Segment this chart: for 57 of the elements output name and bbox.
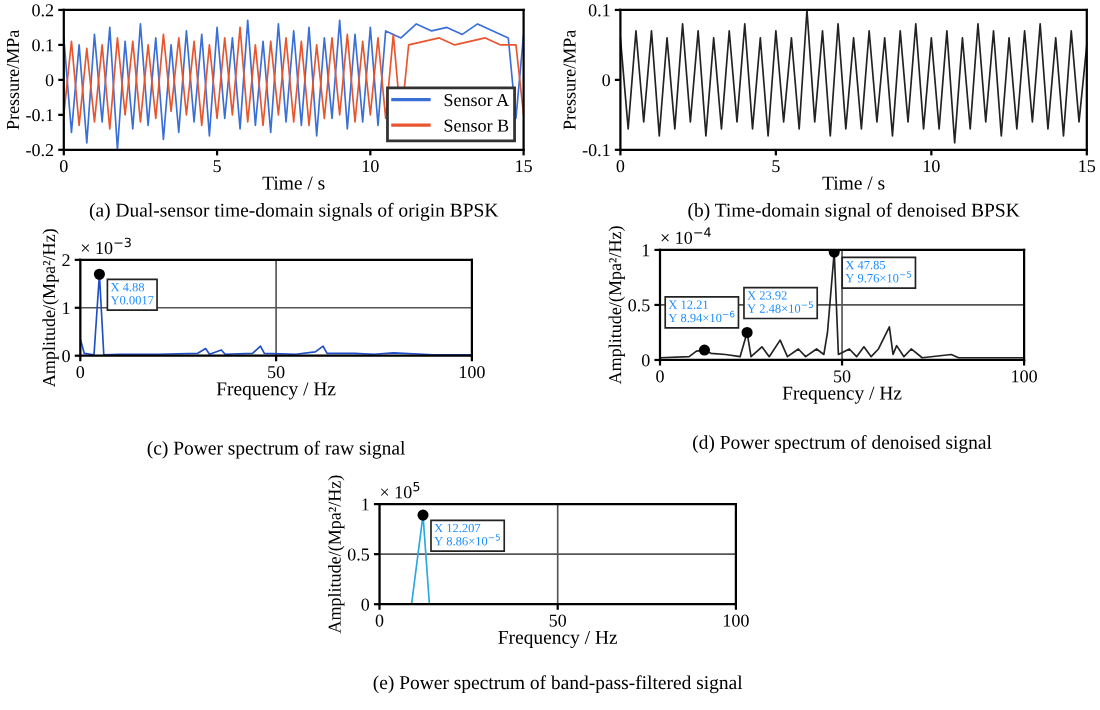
y-tick-label: -0.2 (26, 144, 54, 157)
text: (d) Power spectrum of denoised signal (693, 435, 992, 453)
y-tick-label: 0.5 (347, 548, 370, 561)
legend-label: Sensor A (444, 94, 510, 107)
x-axis-title: Time / s (822, 176, 885, 190)
y-tick-label: 0 (641, 354, 650, 367)
x-tick-label: 0 (375, 614, 384, 627)
x-tick-label: 0 (616, 160, 625, 173)
x-tick-label: 100 (459, 365, 485, 379)
x-axis-title: Frequency / Hz (216, 382, 336, 400)
point (741, 326, 753, 339)
x-tick-label: 5 (213, 160, 221, 173)
text: (e) Power spectrum of band-pass-filtered signal (373, 675, 743, 694)
line-series (63, 26, 524, 130)
y-tick-label: 0.2 (32, 4, 54, 17)
y-tick-label: 0 (45, 74, 54, 87)
y-tick-label: 0 (361, 598, 370, 611)
text: (a) Dual-sensor time-domain signals of origin BPSK (89, 202, 499, 221)
y-tick-label: 0.5 (628, 299, 650, 312)
x-tick-label: 10 (362, 160, 379, 173)
text: × 10$^{5}$ (380, 482, 420, 499)
x-axis-title: Frequency / Hz (782, 386, 902, 404)
y-axis-title: Amplitude/(Mpa²/Hz) (608, 226, 625, 385)
line-series (620, 9, 1087, 144)
text: (b) Time-domain signal of denoised BPSK (688, 202, 1020, 221)
x-tick-label: 50 (834, 370, 851, 383)
legend-label: Sensor B (444, 119, 509, 132)
x-tick-label: 10 (923, 160, 940, 173)
y-tick-label: 1 (362, 498, 369, 511)
x-axis-title: Time / s (262, 176, 325, 190)
y-axis-title: Pressure/MPa (563, 29, 576, 130)
y-tick-label: -0.1 (26, 109, 53, 122)
x-tick-label: 0 (656, 370, 664, 383)
x-tick-label: 100 (723, 614, 749, 627)
y-tick-label: 1 (63, 302, 70, 315)
point (698, 344, 711, 356)
x-tick-label: 100 (1012, 370, 1037, 383)
text: × 10$^{−3}$ (81, 237, 131, 255)
x-tick-label: 15 (516, 160, 532, 173)
y-tick-label: -0.1 (582, 144, 610, 157)
y-tick-label: 0 (62, 349, 70, 363)
x-tick-label: 50 (268, 365, 285, 379)
y-tick-label: 1 (642, 244, 650, 257)
x-tick-label: 50 (549, 614, 567, 627)
x-tick-label: 5 (772, 160, 780, 173)
y-tick-label: 2 (62, 254, 70, 267)
x-tick-label: 0 (76, 365, 85, 379)
x-axis-title: Frequency / Hz (498, 630, 618, 648)
y-axis-title: Amplitude/(Mpa²/Hz) (42, 229, 59, 388)
y-tick-label: 0.1 (588, 4, 610, 17)
text: × 10$^{−4}$ (661, 227, 711, 244)
y-tick-label: 0 (602, 74, 610, 87)
x-tick-label: 15 (1079, 160, 1096, 173)
y-tick-label: 0.1 (32, 39, 53, 52)
y-axis-title: Pressure/MPa (6, 29, 20, 130)
text: (c) Power spectrum of raw signal (147, 440, 406, 459)
y-axis-title: Amplitude/(Mpa²/Hz) (328, 475, 345, 634)
